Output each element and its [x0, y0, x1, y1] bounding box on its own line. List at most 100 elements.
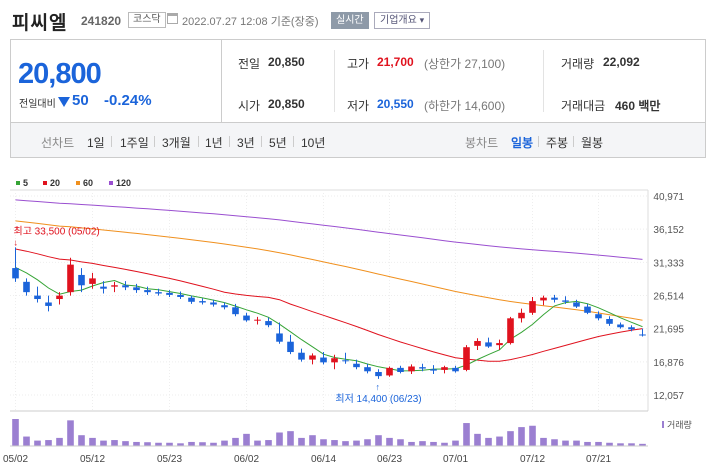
volume-bar: [496, 436, 503, 446]
candle-body: [188, 297, 195, 302]
realtime-button[interactable]: 실시간: [331, 12, 369, 29]
candlestick-chart[interactable]: 5 20 60 120 40,971 36,152 31,333 26,514 21,695 16…: [0, 170, 706, 469]
candle-body: [210, 302, 217, 305]
volume-bar: [452, 440, 459, 446]
prev-close-value: 20,850: [268, 55, 305, 69]
min-price-annotation: 최저 14,400 (06/23): [335, 393, 421, 405]
volume-bar: [518, 427, 525, 446]
legend-swatch: [109, 181, 113, 185]
candle-body: [67, 264, 74, 293]
candle-body: [463, 347, 470, 370]
candle-body: [419, 367, 426, 369]
volume-bar: [232, 437, 239, 446]
y-tick-label: 36,152: [653, 225, 684, 236]
open-label: 시가: [238, 99, 261, 113]
legend-label: 20: [50, 178, 60, 188]
candle-body: [89, 278, 96, 284]
calendar-icon: [167, 13, 178, 24]
high-label: 고가: [347, 57, 370, 71]
tab-1d[interactable]: 1일: [87, 136, 105, 150]
volume-bar: [155, 442, 162, 446]
candle-body: [232, 307, 239, 315]
volume-bar: [89, 437, 96, 446]
y-tick-label: 31,333: [653, 258, 684, 269]
candle-body: [551, 297, 558, 300]
volume-bar: [133, 441, 140, 446]
ma-line-5: [15, 266, 643, 372]
candle-body: [408, 366, 415, 372]
candle-body: [254, 319, 261, 321]
candle-body: [529, 301, 536, 313]
legend-label: 120: [116, 178, 131, 188]
tab-1y[interactable]: 1년: [205, 136, 223, 150]
candle-body: [331, 358, 338, 363]
ma-line-20: [15, 248, 643, 362]
candle-body: [617, 324, 624, 328]
volume-bar: [397, 439, 404, 446]
x-tick-label: 05/23: [157, 454, 182, 465]
tab-daily[interactable]: 일봉: [511, 136, 534, 150]
ma-line-60: [15, 220, 643, 321]
candle-body: [34, 295, 41, 300]
candle-body: [518, 312, 525, 319]
y-tick-label: 26,514: [653, 292, 684, 303]
tab-1w[interactable]: 1주일: [120, 136, 149, 150]
candle-body: [309, 355, 316, 360]
tab-3m[interactable]: 3개월: [162, 136, 191, 150]
volume-bar: [111, 440, 118, 446]
volume-bar: [628, 443, 635, 446]
candle-body: [353, 363, 360, 368]
volume-bar: [419, 441, 426, 446]
tab-10y[interactable]: 10년: [301, 136, 326, 150]
legend-label: 5: [23, 178, 28, 188]
legend-swatch: [43, 181, 47, 185]
candle-body: [342, 360, 349, 362]
candle-body: [100, 286, 107, 289]
volume-bar: [298, 437, 305, 446]
change-label: 전일대비: [19, 99, 56, 110]
volume-bar: [639, 443, 646, 446]
upper-limit: (상한가 27,100): [424, 57, 506, 71]
candle-body: [287, 341, 294, 353]
candle-body: [628, 327, 635, 330]
volume-bar: [177, 443, 184, 446]
volume-value: 22,092: [603, 55, 640, 69]
volume-bar: [100, 440, 107, 446]
volume-bar: [353, 440, 360, 446]
candle-body: [474, 341, 481, 346]
candle-body: [166, 292, 173, 295]
tab-monthly[interactable]: 월봉: [581, 136, 604, 150]
candle-body: [276, 333, 283, 342]
tab-weekly[interactable]: 주봉: [546, 136, 569, 150]
x-tick-label: 07/12: [520, 454, 545, 465]
volume-bar: [375, 435, 382, 446]
candle-body: [364, 367, 371, 372]
tab-5y[interactable]: 5년: [269, 136, 287, 150]
company-overview-dropdown[interactable]: 기업개요 ▾: [374, 12, 431, 29]
stock-code: 241820: [81, 14, 122, 28]
legend-swatch: [16, 181, 20, 185]
up-arrow-icon: ↑: [376, 382, 381, 392]
timestamp: 2022.07.27 12:08 기준(장중): [182, 16, 319, 28]
current-price: 20,800: [18, 58, 102, 90]
candle-body: [595, 314, 602, 319]
volume-bar: [45, 440, 52, 446]
chart-tabs: 선차트 1일 1주일 3개월 1년 3년 5년 10년 봉차트 일봉 주봉 월봉: [10, 123, 706, 158]
low-label: 저가: [347, 99, 370, 113]
candle-body: [397, 367, 404, 372]
legend-label: 60: [83, 178, 93, 188]
volume-legend-swatch: [662, 421, 664, 428]
candle-body: [606, 318, 613, 324]
y-tick-label: 12,057: [653, 391, 684, 402]
candle-body: [584, 306, 591, 313]
volume-bar: [210, 442, 217, 446]
candle-body: [485, 342, 492, 347]
amount-value: 460 백만: [615, 99, 661, 113]
volume-bar: [56, 437, 63, 446]
candle-body: [265, 321, 272, 326]
tab-3y[interactable]: 3년: [237, 136, 255, 150]
candle-body: [155, 292, 162, 294]
y-tick-label: 40,971: [653, 192, 684, 203]
candle-body: [78, 274, 85, 286]
candle-body: [430, 369, 437, 371]
